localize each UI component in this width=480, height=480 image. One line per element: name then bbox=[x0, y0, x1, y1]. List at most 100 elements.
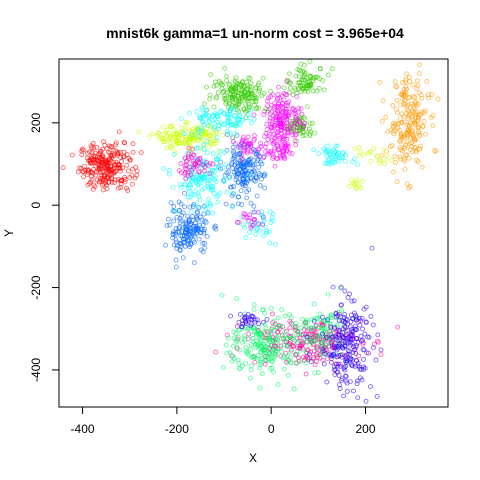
data-point bbox=[201, 185, 207, 191]
data-point bbox=[246, 115, 252, 121]
data-point bbox=[428, 115, 434, 121]
data-point bbox=[188, 209, 194, 215]
data-point bbox=[414, 109, 420, 115]
data-point bbox=[232, 78, 238, 84]
data-point bbox=[339, 332, 345, 338]
data-point bbox=[347, 324, 353, 330]
data-point bbox=[216, 148, 222, 154]
data-point bbox=[406, 129, 412, 134]
data-point bbox=[207, 138, 213, 144]
data-point bbox=[243, 360, 249, 366]
data-point bbox=[357, 364, 362, 370]
data-point bbox=[311, 301, 317, 307]
data-point bbox=[85, 182, 91, 188]
data-point bbox=[233, 331, 239, 336]
data-point bbox=[397, 145, 403, 150]
data-point bbox=[85, 172, 90, 178]
data-point bbox=[373, 357, 379, 363]
data-point bbox=[404, 71, 409, 77]
data-point bbox=[178, 240, 184, 246]
data-point bbox=[310, 120, 315, 126]
data-point bbox=[303, 360, 309, 366]
data-point bbox=[348, 319, 354, 325]
data-point bbox=[232, 131, 238, 137]
data-point bbox=[247, 160, 252, 166]
data-point bbox=[270, 320, 276, 326]
data-point bbox=[103, 182, 109, 188]
data-point bbox=[246, 331, 252, 337]
data-point bbox=[382, 161, 388, 167]
data-point bbox=[304, 334, 310, 340]
data-point bbox=[363, 398, 369, 404]
data-point bbox=[194, 210, 200, 216]
data-point bbox=[192, 161, 198, 167]
data-point bbox=[240, 147, 246, 153]
x-tick-label: 0 bbox=[268, 422, 275, 436]
data-point bbox=[93, 172, 99, 178]
data-point bbox=[393, 106, 399, 112]
data-point bbox=[75, 169, 81, 175]
data-point bbox=[375, 332, 381, 338]
data-point bbox=[241, 225, 247, 231]
data-point bbox=[311, 147, 317, 153]
data-point bbox=[418, 143, 424, 149]
data-point bbox=[279, 307, 285, 313]
data-point bbox=[394, 84, 400, 90]
y-tick-label: -400 bbox=[29, 358, 43, 382]
data-point bbox=[286, 79, 292, 85]
data-point bbox=[85, 167, 91, 173]
data-point bbox=[280, 324, 286, 330]
data-point bbox=[130, 181, 135, 187]
data-point bbox=[207, 201, 213, 207]
data-point bbox=[337, 285, 343, 291]
data-point bbox=[182, 243, 188, 249]
data-point bbox=[256, 164, 262, 170]
data-point bbox=[294, 324, 300, 329]
data-point bbox=[178, 170, 184, 176]
data-point bbox=[339, 155, 345, 161]
data-point bbox=[257, 365, 263, 371]
data-point bbox=[179, 212, 185, 218]
data-point bbox=[214, 82, 219, 88]
data-point bbox=[181, 236, 187, 242]
data-point bbox=[336, 318, 342, 324]
data-point bbox=[188, 234, 194, 240]
data-point bbox=[403, 76, 409, 82]
data-point bbox=[197, 160, 203, 166]
data-point bbox=[252, 95, 258, 101]
data-point bbox=[201, 142, 207, 148]
data-point bbox=[328, 340, 334, 346]
data-point bbox=[250, 354, 255, 360]
data-point bbox=[281, 366, 287, 372]
data-point bbox=[348, 332, 354, 338]
data-point bbox=[216, 164, 222, 170]
points-group bbox=[60, 58, 441, 404]
data-point bbox=[251, 217, 257, 223]
data-point bbox=[188, 242, 194, 248]
data-point bbox=[236, 366, 242, 371]
data-point bbox=[383, 156, 389, 162]
data-point bbox=[204, 84, 209, 90]
data-point bbox=[199, 105, 205, 111]
data-point bbox=[361, 356, 366, 362]
data-point bbox=[266, 345, 272, 351]
data-point bbox=[227, 101, 233, 107]
data-point bbox=[424, 78, 430, 84]
data-point bbox=[255, 353, 261, 359]
data-point bbox=[280, 101, 285, 106]
data-point bbox=[321, 87, 327, 93]
data-point bbox=[258, 349, 264, 355]
data-point bbox=[161, 166, 167, 171]
data-point bbox=[325, 291, 331, 297]
data-point bbox=[213, 95, 219, 101]
data-point bbox=[246, 215, 252, 221]
data-point bbox=[245, 112, 251, 118]
data-point bbox=[231, 355, 237, 361]
data-point bbox=[112, 177, 118, 183]
data-point bbox=[230, 144, 236, 150]
data-point bbox=[235, 201, 241, 207]
data-point bbox=[433, 149, 439, 155]
data-point bbox=[85, 169, 91, 175]
data-point bbox=[291, 386, 297, 392]
data-point bbox=[263, 230, 269, 236]
